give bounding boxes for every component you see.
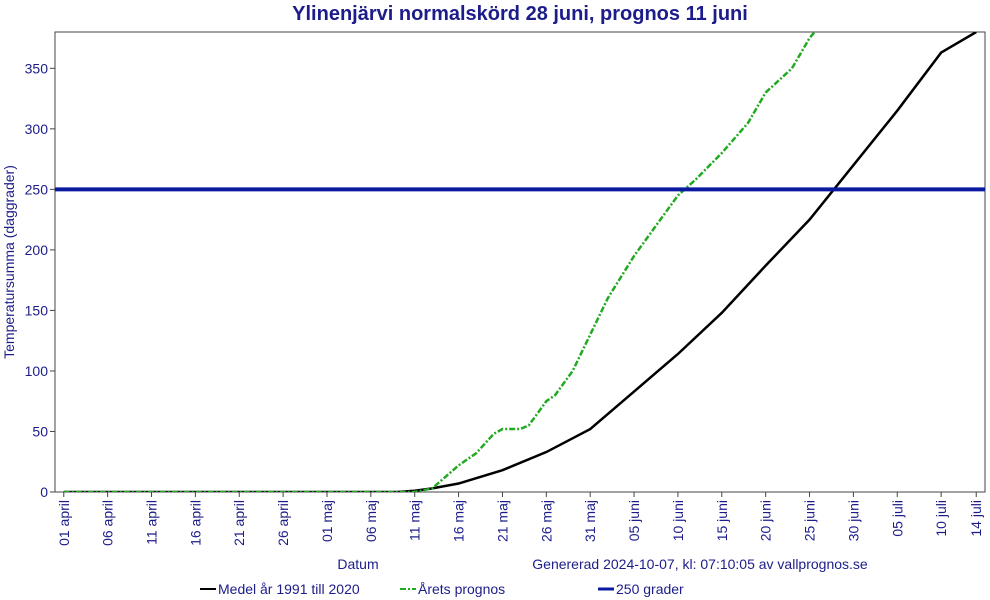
y-tick-label: 200 bbox=[25, 242, 49, 258]
x-tick-label: 26 maj bbox=[538, 500, 554, 542]
x-tick-label: 21 april bbox=[231, 500, 247, 546]
x-tick-label: 15 juni bbox=[714, 500, 730, 541]
series-layer bbox=[55, 32, 985, 492]
series-line bbox=[63, 32, 977, 492]
x-tick-label: 05 juni bbox=[626, 500, 642, 541]
legend-label: Medel år 1991 till 2020 bbox=[218, 581, 360, 597]
x-tick-label: 14 juli bbox=[968, 500, 984, 537]
x-tick-label: 01 april bbox=[56, 500, 72, 546]
x-tick-label: 16 maj bbox=[451, 500, 467, 542]
x-tick-label: 01 maj bbox=[319, 500, 335, 542]
x-tick-label: 10 juni bbox=[670, 500, 686, 541]
x-tick-label: 05 juli bbox=[889, 500, 905, 537]
y-axis-label: Temperatursumma (daggrader) bbox=[1, 165, 17, 359]
x-tick-label: 26 april bbox=[275, 500, 291, 546]
y-tick-label: 300 bbox=[25, 121, 49, 137]
x-tick-label: 11 april bbox=[144, 500, 160, 545]
x-tick-label: 20 juni bbox=[758, 500, 774, 541]
legend-label: 250 grader bbox=[616, 581, 684, 597]
annotation: Genererad 2024-10-07, kl: 07:10:05 av va… bbox=[532, 556, 868, 572]
y-tick-label: 350 bbox=[25, 60, 49, 76]
x-tick-label: 16 april bbox=[187, 500, 203, 546]
x-tick-label: 06 maj bbox=[363, 500, 379, 542]
y-tick-label: 0 bbox=[40, 484, 48, 500]
x-tick-label: 25 juni bbox=[802, 500, 818, 541]
y-tick-label: 100 bbox=[25, 363, 49, 379]
plot-frame bbox=[54, 31, 986, 493]
series-line bbox=[63, 32, 817, 492]
x-tick-label: 06 april bbox=[100, 500, 116, 546]
x-tick-label: 31 maj bbox=[582, 500, 598, 542]
x-tick-label: 30 juni bbox=[845, 500, 861, 541]
x-tick-label: 10 juli bbox=[933, 500, 949, 537]
x-axis-label: Datum bbox=[337, 556, 378, 572]
x-tick-label: 11 maj bbox=[407, 500, 423, 541]
y-tick-label: 250 bbox=[25, 181, 49, 197]
y-tick-label: 50 bbox=[32, 423, 48, 439]
y-tick-label: 150 bbox=[25, 302, 49, 318]
x-tick-label: 21 maj bbox=[494, 500, 510, 542]
chart-title: Ylinenjärvi normalskörd 28 juni, prognos… bbox=[292, 3, 748, 25]
legend-label: Årets prognos bbox=[418, 581, 505, 597]
